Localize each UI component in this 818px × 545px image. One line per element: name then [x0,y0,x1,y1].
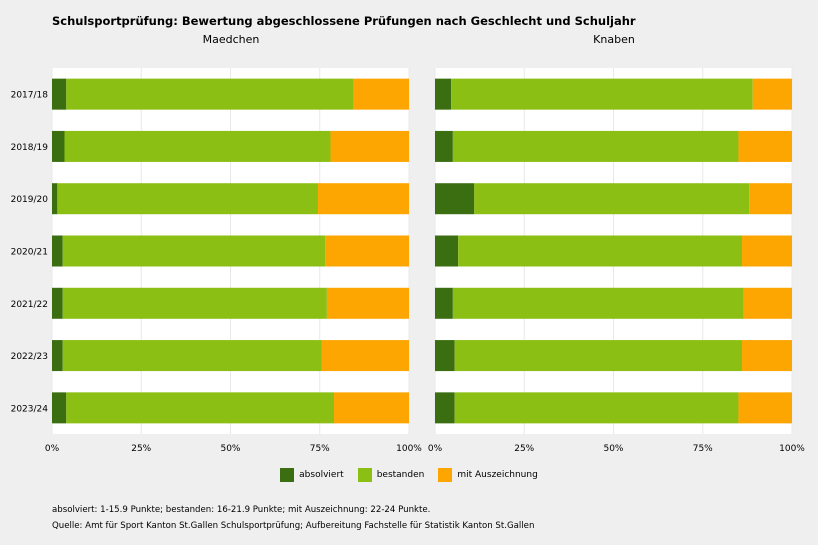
bar-knaben-bestanden-2023-24 [454,392,739,424]
x-tick-label-maedchen: 100% [396,444,422,454]
legend-swatch-mit-auszeichnung [438,468,453,482]
bar-maedchen-mit-auszeichnung-2017-18 [353,78,409,110]
bar-knaben-mit-auszeichnung-2017-18 [752,78,792,110]
legend-swatch-bestanden [357,468,372,482]
bar-knaben-absolviert-2021-22 [435,287,453,319]
bar-knaben-bestanden-2020-21 [458,235,743,267]
legend-label-absolviert: absolviert [299,470,344,480]
bar-knaben-bestanden-2018-19 [452,130,739,162]
x-tick-label-knaben: 25% [514,444,534,454]
bar-maedchen-mit-auszeichnung-2022-23 [321,340,409,372]
bar-maedchen-absolviert-2017-18 [52,78,67,110]
legend-label-bestanden: bestanden [376,470,425,480]
bar-maedchen-mit-auszeichnung-2020-21 [325,235,409,267]
y-tick-label: 2023/24 [11,404,49,414]
bar-knaben-mit-auszeichnung-2022-23 [742,340,792,372]
x-tick-label-maedchen: 75% [310,444,330,454]
bar-knaben-bestanden-2021-22 [452,287,744,319]
bar-maedchen-absolviert-2023-24 [52,392,67,424]
bar-knaben-mit-auszeichnung-2021-22 [743,287,792,319]
legend-swatch-absolviert [280,468,295,482]
bar-knaben-absolviert-2017-18 [435,78,452,110]
bar-knaben-absolviert-2020-21 [435,235,459,267]
bar-maedchen-bestanden-2023-24 [66,392,335,424]
bar-maedchen-mit-auszeichnung-2019-20 [317,183,409,215]
x-tick-label-maedchen: 0% [45,444,60,454]
bar-maedchen-absolviert-2020-21 [52,235,63,267]
x-tick-label-knaben: 100% [779,444,805,454]
y-tick-label: 2020/21 [11,248,48,258]
x-tick-label-knaben: 50% [603,444,623,454]
y-tick-label: 2022/23 [11,352,48,362]
x-tick-label-maedchen: 25% [131,444,151,454]
footnote-definition: absolviert: 1-15.9 Punkte; bestanden: 16… [52,505,431,515]
footnote-source: Quelle: Amt für Sport Kanton St.Gallen S… [52,521,535,531]
legend: absolviert bestanden mit Auszeichnung [0,468,818,482]
x-tick-label-knaben: 75% [693,444,713,454]
bar-knaben-bestanden-2017-18 [451,78,753,110]
bar-maedchen-bestanden-2017-18 [66,78,354,110]
bar-knaben-absolviert-2018-19 [435,130,453,162]
bar-knaben-mit-auszeichnung-2020-21 [742,235,792,267]
bar-maedchen-mit-auszeichnung-2023-24 [334,392,409,424]
bar-knaben-absolviert-2019-20 [435,183,475,215]
legend-item-bestanden[interactable]: bestanden [357,468,425,482]
y-tick-label: 2019/20 [11,195,49,205]
bar-knaben-mit-auszeichnung-2019-20 [749,183,792,215]
bar-maedchen-absolviert-2019-20 [52,183,58,215]
legend-item-mit-auszeichnung[interactable]: mit Auszeichnung [438,468,538,482]
y-tick-label: 2017/18 [11,91,49,101]
bar-knaben-absolviert-2023-24 [435,392,455,424]
legend-label-mit-auszeichnung: mit Auszeichnung [457,470,538,480]
x-tick-label-knaben: 0% [428,444,443,454]
bar-maedchen-bestanden-2018-19 [64,130,331,162]
panel-title-maedchen: Maedchen [202,33,260,46]
bar-knaben-absolviert-2022-23 [435,340,455,372]
bar-maedchen-bestanden-2021-22 [62,287,327,319]
bar-knaben-mit-auszeichnung-2018-19 [738,130,792,162]
bar-maedchen-mit-auszeichnung-2021-22 [326,287,409,319]
legend-item-absolviert[interactable]: absolviert [280,468,344,482]
panel-title-knaben: Knaben [593,33,635,46]
bar-knaben-mit-auszeichnung-2023-24 [738,392,792,424]
bar-knaben-bestanden-2019-20 [474,183,750,215]
bar-maedchen-bestanden-2019-20 [57,183,318,215]
chart-title: Schulsportprüfung: Bewertung abgeschloss… [52,14,636,28]
chart-plot-area: 2017/18 2018/19 2019/20 2020/21 2021/22 2022/… [11,68,805,454]
y-tick-label: 2018/19 [11,143,49,153]
bar-maedchen-absolviert-2018-19 [52,130,65,162]
bar-maedchen-bestanden-2020-21 [62,235,326,267]
x-tick-label-maedchen: 50% [220,444,240,454]
bar-maedchen-bestanden-2022-23 [62,340,322,372]
bar-maedchen-absolviert-2021-22 [52,287,63,319]
bar-maedchen-absolviert-2022-23 [52,340,63,372]
bar-knaben-bestanden-2022-23 [454,340,743,372]
y-tick-label: 2021/22 [11,300,48,310]
bar-maedchen-mit-auszeichnung-2018-19 [330,130,409,162]
